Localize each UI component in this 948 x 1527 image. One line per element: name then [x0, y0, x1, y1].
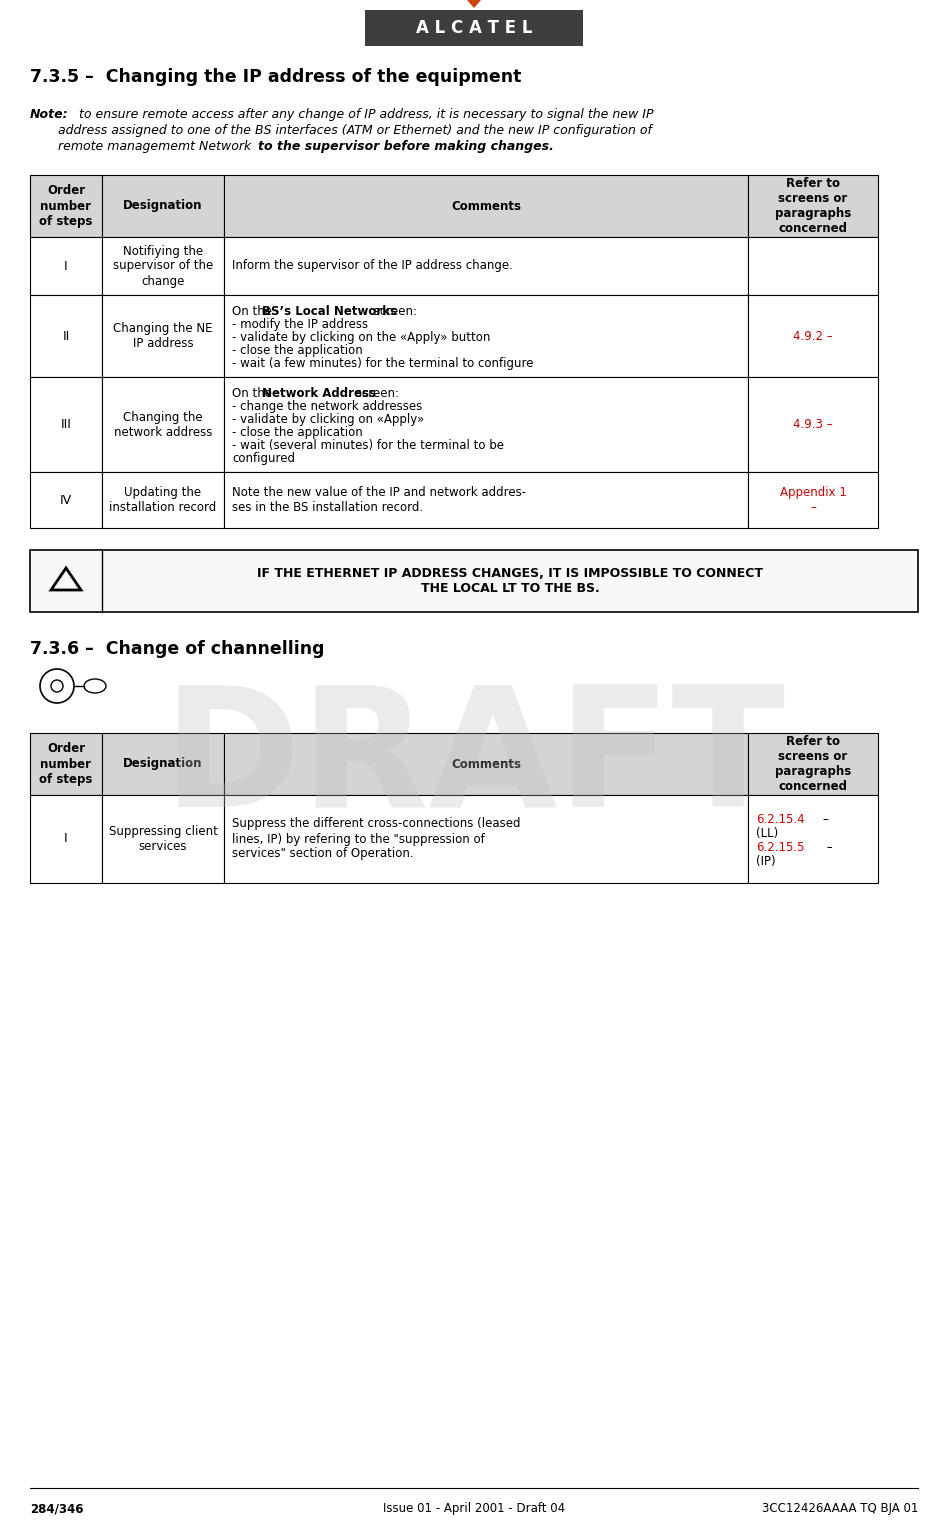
- Text: On the: On the: [232, 386, 276, 400]
- Text: Inform the supervisor of the IP address change.: Inform the supervisor of the IP address …: [232, 260, 513, 272]
- Bar: [30, 550, 918, 612]
- Text: Comments: Comments: [451, 200, 521, 212]
- Text: Comments: Comments: [451, 757, 521, 771]
- Text: Suppressing client
services: Suppressing client services: [109, 825, 217, 854]
- Text: - wait (several minutes) for the terminal to be: - wait (several minutes) for the termina…: [232, 438, 504, 452]
- Text: screen:: screen:: [352, 386, 399, 400]
- Bar: [224, 472, 748, 528]
- Text: I: I: [64, 832, 68, 846]
- Text: IV: IV: [60, 493, 72, 507]
- Text: –: –: [808, 812, 829, 826]
- Bar: [30, 237, 102, 295]
- Text: II: II: [63, 330, 69, 342]
- Text: 4.9.3 –: 4.9.3 –: [793, 418, 832, 431]
- Text: 7.3.5 –  Changing the IP address of the equipment: 7.3.5 – Changing the IP address of the e…: [30, 69, 521, 86]
- Text: I: I: [64, 260, 68, 272]
- Text: - close the application: - close the application: [232, 426, 363, 438]
- Bar: [102, 377, 224, 472]
- Bar: [102, 796, 224, 883]
- Text: 3CC12426AAAA TQ BJA 01: 3CC12426AAAA TQ BJA 01: [761, 1503, 918, 1515]
- Bar: [102, 176, 224, 237]
- Bar: [102, 237, 224, 295]
- Text: A L C A T E L: A L C A T E L: [416, 18, 532, 37]
- Text: Note:: Note:: [30, 108, 68, 121]
- Text: III: III: [61, 418, 71, 431]
- Text: DRAFT: DRAFT: [162, 678, 786, 841]
- Text: Designation: Designation: [123, 757, 203, 771]
- Text: (IP): (IP): [756, 855, 775, 867]
- Text: 6.2.15.5: 6.2.15.5: [756, 841, 805, 854]
- Text: Changing the NE
IP address: Changing the NE IP address: [113, 322, 212, 350]
- Bar: [224, 796, 748, 883]
- Text: Notifiying the
supervisor of the
change: Notifiying the supervisor of the change: [113, 244, 213, 287]
- Bar: [30, 377, 102, 472]
- Bar: [102, 295, 224, 377]
- Text: configured: configured: [232, 452, 295, 466]
- Bar: [224, 176, 748, 237]
- Text: Note the new value of the IP and network addres-
ses in the BS installation reco: Note the new value of the IP and network…: [232, 486, 526, 515]
- Text: screen:: screen:: [370, 305, 417, 318]
- Text: to the supervisor before making changes.: to the supervisor before making changes.: [258, 140, 554, 153]
- Text: - modify the IP address: - modify the IP address: [232, 318, 368, 331]
- Text: (LL): (LL): [756, 828, 778, 840]
- Bar: [748, 377, 878, 472]
- Text: - validate by clicking on «Apply»: - validate by clicking on «Apply»: [232, 412, 425, 426]
- Bar: [30, 295, 102, 377]
- Bar: [748, 295, 878, 377]
- Text: Designation: Designation: [123, 200, 203, 212]
- Text: On the: On the: [232, 305, 276, 318]
- Text: 4.9.2 –: 4.9.2 –: [793, 330, 832, 342]
- Bar: [30, 176, 102, 237]
- Text: Changing the
network address: Changing the network address: [114, 411, 212, 438]
- Bar: [748, 733, 878, 796]
- Text: Order
number
of steps: Order number of steps: [39, 742, 93, 785]
- Bar: [30, 472, 102, 528]
- Bar: [224, 237, 748, 295]
- Bar: [224, 733, 748, 796]
- Bar: [748, 237, 878, 295]
- Text: –: –: [808, 841, 832, 854]
- Text: Updating the
installation record: Updating the installation record: [109, 486, 217, 515]
- Polygon shape: [460, 0, 488, 8]
- Text: - validate by clicking on the «Apply» button: - validate by clicking on the «Apply» bu…: [232, 331, 490, 344]
- Bar: [30, 733, 102, 796]
- Text: - close the application: - close the application: [232, 344, 363, 357]
- Text: address assigned to one of the BS interfaces (ATM or Ethernet) and the new IP co: address assigned to one of the BS interf…: [30, 124, 652, 137]
- Text: - wait (a few minutes) for the terminal to configure: - wait (a few minutes) for the terminal …: [232, 357, 534, 370]
- Text: Refer to
screens or
paragraphs
concerned: Refer to screens or paragraphs concerned: [775, 177, 851, 235]
- Text: Network Address: Network Address: [262, 386, 376, 400]
- Text: - change the network addresses: - change the network addresses: [232, 400, 422, 412]
- Bar: [102, 472, 224, 528]
- Bar: [102, 733, 224, 796]
- Bar: [748, 796, 878, 883]
- Text: 284/346: 284/346: [30, 1503, 83, 1515]
- Text: Refer to
screens or
paragraphs
concerned: Refer to screens or paragraphs concerned: [775, 734, 851, 793]
- Text: 6.2.15.4: 6.2.15.4: [756, 812, 805, 826]
- Text: IF THE ETHERNET IP ADDRESS CHANGES, IT IS IMPOSSIBLE TO CONNECT
THE LOCAL LT TO : IF THE ETHERNET IP ADDRESS CHANGES, IT I…: [257, 567, 763, 596]
- Text: 7.3.6 –  Change of channelling: 7.3.6 – Change of channelling: [30, 640, 324, 658]
- Text: Order
number
of steps: Order number of steps: [39, 185, 93, 228]
- Bar: [224, 295, 748, 377]
- Bar: [748, 176, 878, 237]
- Bar: [224, 377, 748, 472]
- Text: BS’s Local Networks: BS’s Local Networks: [262, 305, 397, 318]
- Text: remote managememt Network: remote managememt Network: [30, 140, 255, 153]
- Text: to ensure remote access after any change of IP address, it is necessary to signa: to ensure remote access after any change…: [75, 108, 653, 121]
- Bar: [365, 11, 583, 46]
- Bar: [748, 472, 878, 528]
- Text: Appendix 1
–: Appendix 1 –: [779, 486, 847, 515]
- Text: Issue 01 - April 2001 - Draft 04: Issue 01 - April 2001 - Draft 04: [383, 1503, 565, 1515]
- Text: Suppress the different cross-connections (leased
lines, IP) by refering to the ": Suppress the different cross-connections…: [232, 817, 520, 861]
- Bar: [30, 796, 102, 883]
